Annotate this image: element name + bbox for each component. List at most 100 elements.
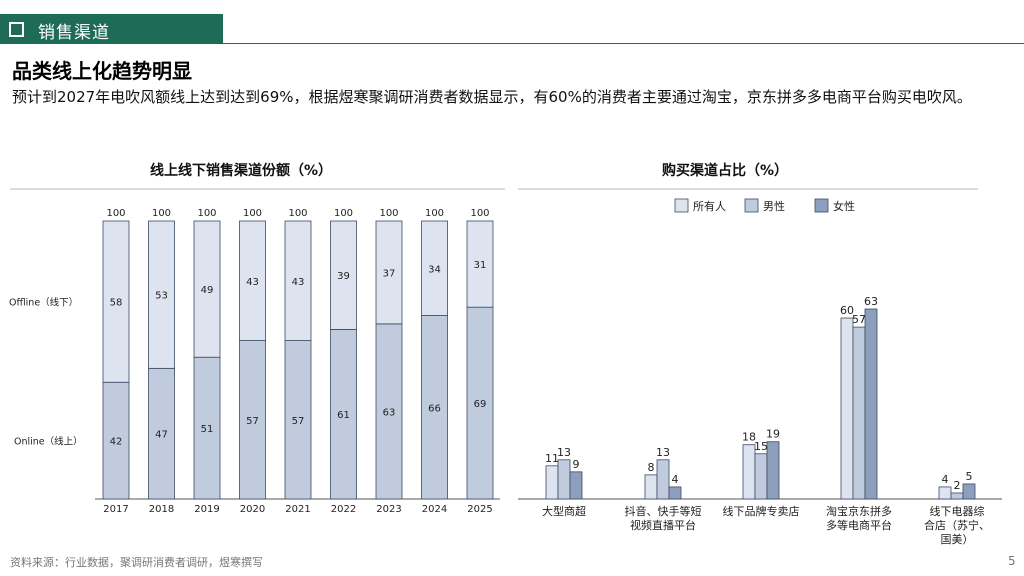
offline-bar: [421, 220, 448, 316]
year-tick-label: 2023: [376, 504, 401, 515]
legend-swatch: [814, 198, 829, 213]
total-label: 100: [379, 208, 398, 219]
year-tick-label: 2024: [422, 504, 447, 515]
channel-bar: [938, 486, 952, 500]
total-label: 100: [288, 208, 307, 219]
channel-bar: [950, 492, 964, 500]
offline-value-label: 43: [292, 277, 305, 288]
online-series-label: Online（线上）: [14, 436, 83, 448]
channel-bar: [668, 486, 682, 500]
page-description: 预计到2027年电吹风额线上达到达到69%，根据煜寒聚调研消费者数据显示，有60…: [12, 88, 972, 106]
year-tick-label: 2020: [240, 504, 265, 515]
offline-value-label: 39: [337, 271, 350, 282]
offline-bar: [148, 220, 175, 369]
channel-bar: [962, 483, 976, 500]
channel-category-label: 抖音、快手等短: [625, 504, 702, 518]
channel-value-label: 2: [954, 479, 961, 492]
channel-value-label: 15: [754, 440, 768, 453]
channel-bar: [864, 308, 878, 500]
channel-category-label: 大型商超: [542, 504, 586, 518]
year-tick-label: 2019: [194, 504, 219, 515]
legend-label: 所有人: [693, 199, 726, 213]
channel-bar: [569, 471, 583, 500]
online-bar: [102, 381, 130, 500]
online-value-label: 61: [337, 410, 350, 421]
source-note: 资料来源：行业数据，聚调研消费者调研，煜寒撰写: [10, 556, 263, 569]
online-value-label: 63: [383, 407, 396, 418]
online-bar: [466, 306, 494, 500]
purchase-channel-chart: 11139大型商超8134抖音、快手等短视频直播平台181519线下品牌专卖店6…: [518, 188, 1002, 546]
online-bar: [375, 323, 403, 500]
page-number: 5: [1008, 554, 1016, 568]
online-bar: [193, 356, 221, 500]
offline-bar: [375, 220, 403, 325]
online-value-label: 42: [110, 437, 123, 448]
online-bar: [421, 315, 448, 500]
total-label: 100: [106, 208, 125, 219]
channel-bar: [644, 474, 658, 500]
channel-category-label: 线下电器综: [930, 504, 985, 518]
total-label: 100: [197, 208, 216, 219]
chart2-title: 购买渠道占比（%）: [662, 163, 789, 179]
channel-bar: [766, 441, 780, 500]
section-label: 销售渠道: [38, 23, 110, 43]
channel-category-label: 视频直播平台: [630, 518, 696, 532]
channel-category-label: 合店（苏宁、: [924, 518, 990, 532]
channel-category-label: 淘宝京东拼多: [826, 504, 892, 518]
online-value-label: 69: [474, 399, 487, 410]
offline-bar: [102, 220, 130, 383]
year-tick-label: 2025: [467, 504, 492, 515]
legend-label: 男性: [763, 199, 785, 213]
channel-bar: [840, 317, 854, 500]
channel-category-label: 国美）: [941, 533, 974, 546]
channel-category-label: 线下品牌专卖店: [723, 504, 800, 518]
online-bar: [148, 367, 175, 500]
channel-value-label: 63: [864, 295, 878, 308]
offline-value-label: 37: [383, 268, 396, 279]
total-label: 100: [470, 208, 489, 219]
stacked-share-chart: 42 58 100 2017 47 53 100 2018 51 49 100 2019 57 43 100…: [9, 188, 505, 515]
online-value-label: 57: [246, 416, 259, 427]
year-tick-label: 2022: [331, 504, 356, 515]
channel-value-label: 9: [573, 458, 580, 471]
online-bar: [239, 340, 266, 500]
online-value-label: 57: [292, 416, 305, 427]
year-tick-label: 2021: [285, 504, 310, 515]
total-label: 100: [243, 208, 262, 219]
offline-value-label: 58: [110, 298, 123, 309]
channel-value-label: 18: [742, 431, 756, 444]
channel-value-label: 4: [942, 473, 949, 486]
channel-value-label: 8: [648, 461, 655, 474]
channel-value-label: 11: [545, 452, 559, 465]
channel-value-label: 13: [557, 446, 571, 459]
offline-bar: [239, 220, 266, 341]
offline-value-label: 49: [201, 285, 214, 296]
offline-value-label: 43: [246, 277, 259, 288]
legend-label: 女性: [833, 199, 855, 213]
channel-value-label: 5: [966, 470, 973, 483]
year-tick-label: 2018: [149, 504, 174, 515]
channel-bar: [754, 453, 768, 500]
online-value-label: 66: [428, 403, 441, 414]
channel-bar: [742, 444, 756, 500]
total-label: 100: [334, 208, 353, 219]
total-label: 100: [152, 208, 171, 219]
online-bar: [330, 329, 357, 500]
offline-bar: [284, 220, 312, 341]
offline-value-label: 34: [428, 264, 441, 275]
header-divider: [223, 43, 1024, 44]
channel-bar: [656, 459, 670, 500]
chart1-title: 线上线下销售渠道份额（%）: [150, 163, 333, 179]
channel-bar: [557, 459, 571, 500]
offline-value-label: 31: [474, 260, 487, 271]
offline-bar: [466, 220, 494, 308]
channel-value-label: 4: [672, 473, 679, 486]
channel-bar: [545, 465, 559, 500]
offline-bar: [193, 220, 221, 358]
channel-value-label: 57: [852, 313, 866, 326]
total-label: 100: [425, 208, 444, 219]
section-square-icon: [9, 22, 24, 37]
legend-swatch: [744, 198, 759, 213]
channel-bar: [852, 326, 866, 500]
online-value-label: 47: [155, 430, 168, 441]
